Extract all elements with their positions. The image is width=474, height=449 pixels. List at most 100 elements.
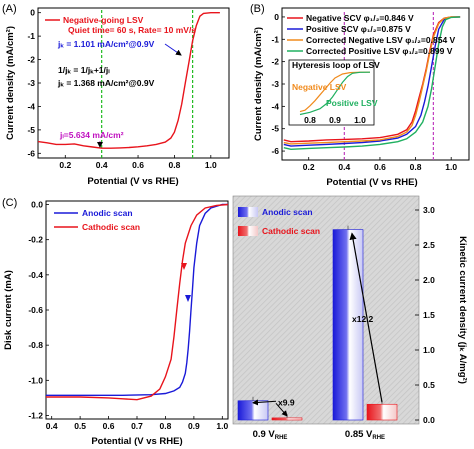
y-tick-label: -1 (27, 31, 35, 41)
panel-c-frame (45, 200, 229, 420)
series-line-2 (283, 16, 461, 145)
y-tick-label: -4 (27, 101, 35, 111)
panel-d-bars (237, 225, 398, 421)
panel-c-ticks: 0.4 0.5 0.6 0.7 0.8 0.9 1.0 0.0 -0.2 -0.4 -0.6 -0.8… (28, 200, 228, 431)
bar-1-1 (366, 403, 398, 421)
panel-b-label: (B) (250, 3, 265, 15)
y-tick-label: 3.0 (423, 205, 435, 215)
category-label: 0.9 VRHE (253, 429, 288, 441)
y-tick-label: -1.2 (28, 410, 43, 420)
bar-0-1 (271, 417, 303, 421)
series-line-0 (37, 12, 220, 149)
panel-d-legend-swatch-cathodic (238, 226, 258, 236)
panel-a: (A) 0.2 0.4 0.6 0.8 1.0 0 -1 -2 -3 -4 -5 -6 Negativ… (2, 3, 230, 187)
panel-a-ylabel: Current density (mA/cm²) (5, 26, 16, 140)
legend-label-0: Negative SCV φ₁/₂=0.846 V (306, 13, 414, 23)
y-tick-label: 2.5 (423, 240, 435, 250)
panel-a-jk-arrow (164, 43, 182, 56)
legend-label-1: Positive SCV φ₁/₂=0.875 V (306, 24, 411, 34)
panel-a-legend-label: Negative-going LSV (63, 15, 144, 25)
panel-d-ylabel: Kinetic current density (jₖ A/mg²) (457, 236, 468, 384)
panel-c-anodic-direction (185, 295, 191, 302)
panel-c-series (46, 203, 229, 401)
panel-c-cathodic-direction (181, 263, 187, 270)
y-tick-label: -0.6 (28, 305, 43, 315)
bar-0-0 (237, 400, 269, 421)
ratio-label-0: x9.9 (278, 397, 295, 407)
x-tick-label: 0.2 (303, 162, 315, 172)
panel-a-label: (A) (2, 3, 17, 15)
y-tick-label: -4 (271, 101, 279, 111)
y-tick-label: -1.0 (28, 375, 43, 385)
x-tick-label: 0.8 (169, 160, 181, 170)
panel-c-xlabel: Potential (V vs RHE) (91, 436, 182, 447)
panel-b: (B) 0.2 0.4 0.6 0.8 1.0 0 -1 -2 -3 -4 -5 -6 Negativ… (250, 3, 470, 188)
bar-1-0 (332, 229, 364, 421)
panel-a-legend-sub: Quiet time= 60 s, Rate= 10 mV/s (68, 25, 196, 35)
x-tick-label: 0.7 (131, 421, 143, 431)
inset-ticks: 0.8 0.9 1.0 (304, 115, 366, 125)
x-tick-label: 1.0 (445, 162, 457, 172)
series-line-3 (283, 16, 461, 151)
panel-b-inset: Hyteresis loop of LSV 0.8 0.9 1.0 Negative… (288, 59, 380, 126)
x-tick-label: 0.4 (46, 421, 58, 431)
inset-label-negative: Negative LSV (292, 82, 347, 92)
ratio-label-1: x12.2 (352, 314, 374, 324)
legend-label-3: Corrected Positive LSV φ₁/₂=0.899 V (306, 46, 453, 56)
inset-x-tick-label: 0.8 (304, 115, 316, 125)
y-tick-label: -0.8 (28, 340, 43, 350)
x-tick-label: 0.6 (374, 162, 386, 172)
x-tick-label: 0.6 (103, 421, 115, 431)
y-tick-label: -3 (27, 78, 35, 88)
panel-b-ylabel: Current density (mA/cm²) (253, 27, 264, 141)
panel-a-jl-value: jₗ=5.634 mA/cm² (59, 130, 124, 140)
y-tick-label: 0 (274, 12, 279, 22)
panel-d-legend-anodic: Anodic scan (262, 207, 313, 217)
panel-a-jk-value: jₖ = 1.368 mA/cm²@0.9V (57, 78, 155, 88)
panel-c-legend-cathodic: Cathodic scan (82, 222, 140, 232)
y-tick-label: -5 (271, 124, 279, 134)
panel-a-formula: 1/jₖ = 1/jₖ+1/jₗ (58, 65, 110, 75)
panel-c-legend-anodic: Anodic scan (82, 208, 133, 218)
panel-b-xlabel: Potential (V vs RHE) (326, 177, 417, 188)
panel-c-ylabel: Disk current (mA) (3, 270, 14, 350)
inset-line-1 (299, 71, 371, 116)
panel-d-legend-cathodic: Cathodic scan (262, 226, 320, 236)
y-tick-label: -0.4 (28, 270, 43, 280)
x-tick-label: 1.0 (205, 160, 217, 170)
x-tick-label: 0.6 (132, 160, 144, 170)
panel-d-categories: 0.9 VRHE 0.85 VRHE (253, 429, 386, 441)
ratio-arrow-1 (349, 232, 383, 403)
series-line-1 (283, 16, 461, 147)
y-tick-label: 1.5 (423, 310, 435, 320)
y-tick-label: -6 (27, 148, 35, 158)
ratio-arrow-0b (275, 402, 288, 417)
panel-a-series (37, 12, 220, 149)
y-tick-label: 2.0 (423, 275, 435, 285)
x-tick-label: 0.8 (410, 162, 422, 172)
y-tick-label: -6 (271, 146, 279, 156)
inset-label-positive: Positive LSV (326, 98, 378, 108)
inset-x-tick-label: 1.0 (354, 115, 366, 125)
panel-d-background (233, 196, 419, 424)
panel-d-ticks: 0.0 0.5 1.0 1.5 2.0 2.5 3.0 (415, 205, 435, 425)
panel-a-jk-point: jₖ = 1.101 mA/cm²@0.9V (57, 39, 155, 49)
y-tick-label: 0.0 (31, 200, 43, 210)
panel-d: 0.0 0.5 1.0 1.5 2.0 2.5 3.0 Anodic scan Cathod… (232, 195, 468, 441)
y-tick-label: 0.5 (423, 380, 435, 390)
x-tick-label: 0.9 (188, 421, 200, 431)
x-tick-label: 0.2 (59, 160, 71, 170)
ratio-arrow-0 (252, 399, 277, 406)
panel-a-xlabel: Potential (V vs RHE) (87, 176, 178, 187)
inset-line-0 (299, 71, 370, 113)
y-tick-label: -2 (271, 57, 279, 67)
panel-b-series (283, 16, 461, 151)
x-tick-label: 0.4 (338, 162, 350, 172)
panel-d-annotations: x9.9 x12.2 (252, 232, 383, 417)
y-tick-label: -2 (27, 55, 35, 65)
panel-d-legend-swatch-anodic (238, 207, 258, 217)
panel-c-label: (C) (2, 197, 17, 209)
series-line-1 (46, 203, 229, 401)
x-tick-label: 0.4 (96, 160, 108, 170)
